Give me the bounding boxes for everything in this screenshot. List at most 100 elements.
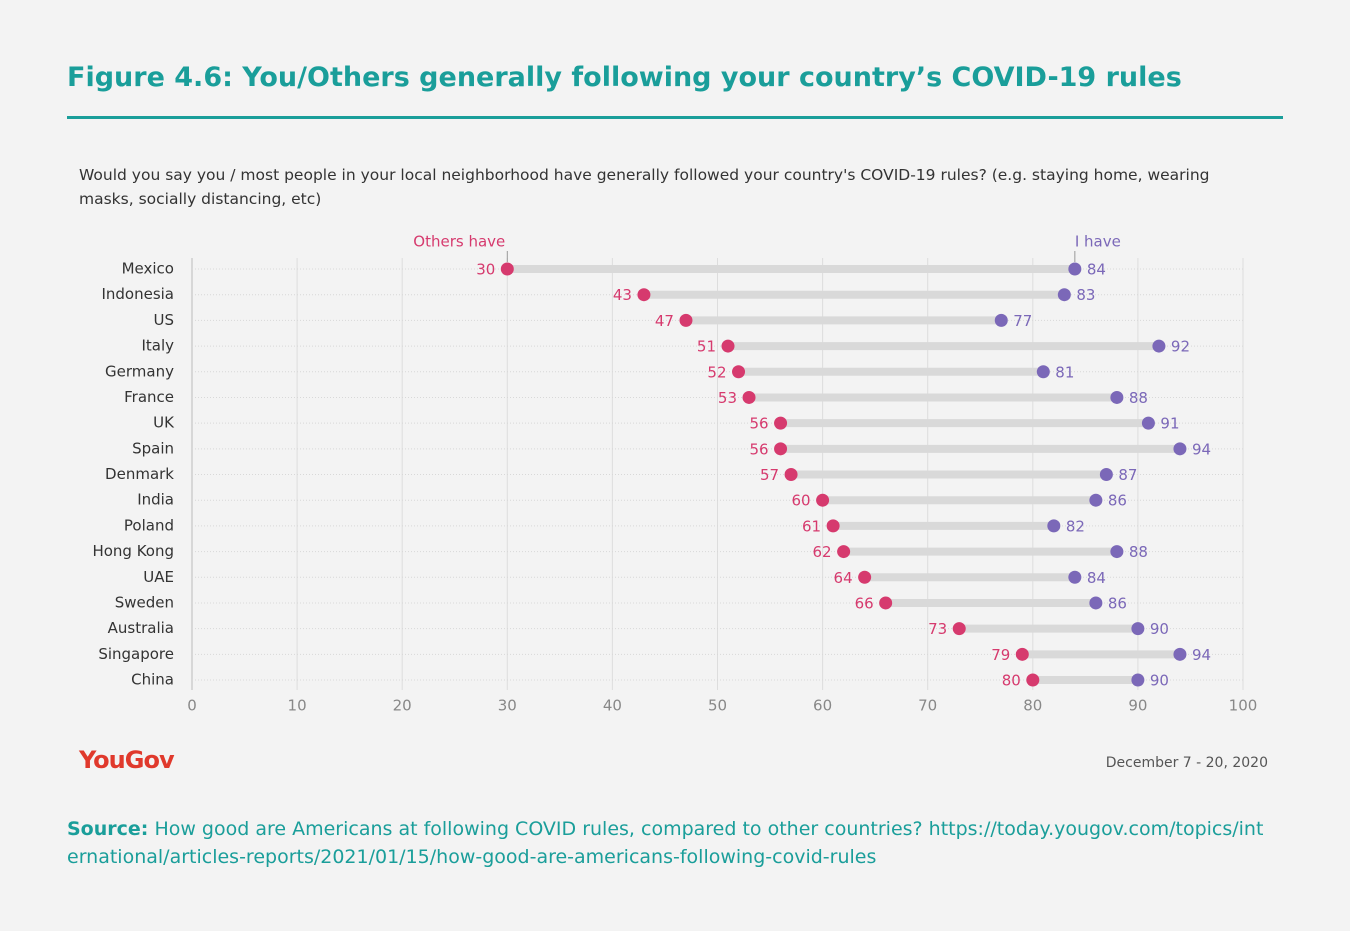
value-label: 92 [1171, 338, 1190, 356]
y-tick-label: UAE [143, 568, 174, 586]
value-label: 82 [1066, 517, 1085, 535]
legend-label: I have [1075, 233, 1121, 251]
dot-others [774, 416, 788, 430]
y-tick-label: Hong Kong [92, 542, 174, 560]
x-tick-label: 20 [393, 697, 412, 715]
value-label: 66 [855, 594, 874, 612]
value-label: 90 [1150, 620, 1169, 638]
value-label: 64 [834, 569, 853, 587]
value-label: 81 [1055, 363, 1074, 381]
x-tick-label: 0 [187, 697, 197, 715]
dot-self [1152, 339, 1166, 353]
dot-others [500, 262, 514, 276]
y-tick-label: Singapore [98, 645, 174, 663]
y-tick-label: Spain [132, 439, 174, 457]
value-label: 43 [613, 286, 632, 304]
y-tick-label: Denmark [105, 465, 174, 483]
x-tick-label: 50 [708, 697, 727, 715]
value-label: 30 [476, 261, 495, 279]
value-label: 62 [813, 543, 832, 561]
value-label: 56 [749, 415, 768, 433]
value-label: 61 [802, 517, 821, 535]
dot-others [858, 570, 872, 584]
y-tick-label: China [131, 671, 174, 689]
value-label: 51 [697, 338, 716, 356]
title: Figure 4.6: You/Others generally followi… [67, 62, 1182, 93]
x-tick-label: 60 [813, 697, 832, 715]
value-label: 84 [1087, 569, 1106, 587]
value-label: 60 [792, 492, 811, 510]
dot-others [816, 493, 830, 507]
value-label: 73 [928, 620, 947, 638]
dot-others [784, 468, 798, 481]
value-label: 86 [1108, 594, 1127, 612]
value-label: 57 [760, 466, 779, 484]
dot-others [879, 596, 893, 610]
dot-others [826, 519, 840, 533]
value-label: 90 [1150, 672, 1169, 690]
y-tick-label: Poland [124, 516, 174, 534]
dot-self [1068, 570, 1082, 584]
dot-others [1015, 647, 1029, 661]
dot-self [994, 313, 1008, 327]
y-tick-label: US [153, 311, 174, 329]
source-label: Source: [67, 818, 149, 840]
dot-others [732, 365, 746, 379]
value-label: 88 [1129, 389, 1148, 407]
x-tick-label: 100 [1229, 697, 1258, 715]
y-tick-label: France [124, 388, 174, 406]
y-tick-label: Indonesia [101, 285, 174, 303]
y-tick-label: India [137, 491, 174, 509]
source-text: How good are Americans at following COVI… [67, 818, 1264, 868]
dot-self [1099, 468, 1113, 481]
value-label: 83 [1076, 286, 1095, 304]
chart: 0 10 20 30 40 50 60 70 80 90 100 Mexico 30 84 Indonesi… [92, 233, 1258, 715]
dot-others [837, 545, 851, 559]
y-tick-label: UK [153, 414, 175, 432]
dot-others [679, 313, 693, 327]
value-label: 53 [718, 389, 737, 407]
dot-others [952, 622, 966, 636]
y-tick-label: Australia [108, 619, 174, 637]
date: December 7 - 20, 2020 [1105, 755, 1268, 771]
value-label: 79 [991, 646, 1010, 664]
logo: YouGov [79, 746, 175, 774]
value-label: 94 [1192, 440, 1211, 458]
value-label: 87 [1118, 466, 1137, 484]
x-tick-label: 70 [918, 697, 937, 715]
dot-others [721, 339, 735, 353]
dot-self [1131, 622, 1145, 636]
y-tick-label: Germany [105, 362, 174, 380]
value-label: 86 [1108, 492, 1127, 510]
dot-self [1089, 493, 1103, 507]
legend-label: Others have [413, 233, 505, 251]
y-tick-label: Mexico [122, 260, 174, 278]
x-tick-label: 40 [603, 697, 622, 715]
dot-self [1068, 262, 1082, 276]
dot-self [1089, 596, 1103, 610]
value-label: 52 [707, 363, 726, 381]
dot-self [1110, 390, 1124, 404]
x-tick-label: 80 [1023, 697, 1042, 715]
value-label: 88 [1129, 543, 1148, 561]
subtitle: Would you say you / most people in your … [79, 166, 1210, 208]
value-label: 56 [749, 440, 768, 458]
value-label: 84 [1087, 261, 1106, 279]
dot-self [1131, 673, 1145, 687]
dot-others [637, 288, 651, 302]
dot-self [1057, 288, 1071, 302]
value-label: 94 [1192, 646, 1211, 664]
value-label: 80 [1002, 672, 1021, 690]
dot-self [1110, 545, 1124, 559]
value-label: 47 [655, 312, 674, 330]
x-tick-label: 90 [1128, 697, 1147, 715]
y-tick-label: Italy [141, 337, 174, 355]
dot-self [1173, 647, 1187, 661]
dot-self [1036, 365, 1050, 379]
dot-self [1173, 442, 1187, 456]
y-tick-label: Sweden [115, 593, 174, 611]
dot-others [774, 442, 788, 456]
x-tick-label: 30 [498, 697, 517, 715]
title-rule [67, 116, 1283, 119]
